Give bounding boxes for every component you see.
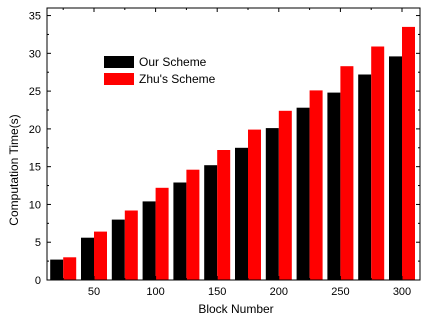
x-tick-label: 50 (88, 286, 100, 298)
bar-zhus-scheme-225 (309, 90, 323, 281)
bar-our-scheme-225 (296, 107, 310, 280)
x-axis-title: Block Number (198, 302, 273, 316)
legend: Our Scheme Zhu's Scheme (104, 55, 216, 86)
bar-zhus-scheme-175 (248, 129, 261, 280)
bar-our-scheme-275 (358, 74, 372, 280)
bar-our-scheme-150 (204, 165, 218, 280)
legend-swatch-zhus-scheme (104, 73, 134, 85)
y-tick-labels: 0 5 10 15 20 25 30 35 (29, 11, 41, 287)
bar-our-scheme-75 (111, 219, 125, 280)
bar-zhus-scheme-200 (278, 110, 292, 280)
x-tick-label: 250 (331, 286, 349, 298)
bar-our-scheme-250 (327, 92, 341, 280)
bar-zhus-scheme-275 (371, 46, 385, 280)
x-tick-labels: 50 100 150 200 250 300 (88, 286, 411, 298)
bar-our-scheme-50 (81, 237, 94, 280)
y-tick-label: 0 (35, 275, 41, 287)
y-tick-label: 10 (29, 199, 41, 211)
y-tick-label: 35 (29, 11, 41, 23)
y-tick-label: 25 (29, 86, 41, 98)
x-tick-label: 200 (270, 286, 288, 298)
y-tick-label: 15 (29, 162, 41, 174)
bar-zhus-scheme-50 (94, 231, 107, 280)
bar-zhus-scheme-150 (217, 150, 231, 280)
bar-our-scheme-175 (235, 147, 248, 280)
y-tick-label: 5 (35, 237, 41, 249)
bar-our-scheme-300 (389, 56, 402, 281)
legend-label-zhus-scheme: Zhu's Scheme (139, 72, 216, 86)
bar-our-scheme-125 (173, 182, 187, 280)
legend-swatch-our-scheme (104, 56, 134, 68)
bar-zhus-scheme-300 (402, 26, 415, 281)
bar-our-scheme-25 (50, 259, 64, 280)
x-tick-label: 300 (393, 286, 411, 298)
bar-zhus-scheme-250 (340, 66, 354, 280)
legend-label-our-scheme: Our Scheme (139, 55, 207, 69)
bar-our-scheme-200 (265, 128, 279, 280)
x-tick-label: 100 (146, 286, 164, 298)
bar-zhus-scheme-75 (124, 210, 138, 280)
plot-frame (46, 7, 421, 281)
bar-our-scheme-100 (142, 201, 156, 280)
bar-zhus-scheme-125 (186, 169, 200, 280)
y-tick-label: 20 (29, 124, 41, 136)
x-tick-label: 150 (208, 286, 226, 298)
y-axis-title: Computation Time(s) (7, 114, 21, 225)
plot-area (46, 7, 421, 281)
bar-zhus-scheme-100 (155, 187, 169, 280)
y-tick-label: 30 (29, 48, 41, 60)
bar-zhus-scheme-25 (63, 257, 77, 280)
